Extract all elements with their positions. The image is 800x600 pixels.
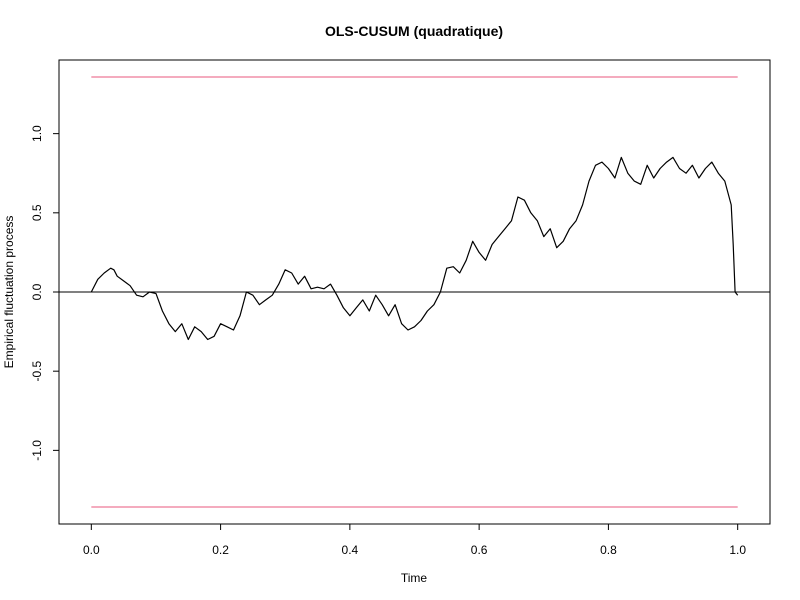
x-axis: 0.0 0.2 0.4 0.6 0.8 1.0	[83, 523, 746, 557]
x-tick-label: 0.2	[212, 543, 229, 557]
x-tick-label: 0.6	[471, 543, 488, 557]
x-tick-label: 1.0	[729, 543, 746, 557]
y-tick-label: 1.0	[30, 125, 44, 142]
y-tick-label: -0.5	[30, 361, 44, 382]
series-group	[90, 156, 739, 341]
fluctuation-process-line	[90, 156, 739, 341]
reference-lines	[59, 76, 770, 508]
y-tick-label: 0.5	[30, 204, 44, 221]
y-tick-label: -1.0	[30, 440, 44, 461]
x-tick-label: 0.4	[342, 543, 359, 557]
y-axis: -1.0 -0.5 0.0 0.5 1.0	[30, 125, 60, 461]
x-tick-label: 0.0	[83, 543, 100, 557]
x-tick-label: 0.8	[600, 543, 617, 557]
y-axis-label: Empirical fluctuation process	[2, 216, 16, 369]
chart-title: OLS-CUSUM (quadratique)	[325, 23, 503, 39]
x-axis-label: Time	[401, 571, 428, 585]
y-tick-label: 0.0	[30, 283, 44, 300]
